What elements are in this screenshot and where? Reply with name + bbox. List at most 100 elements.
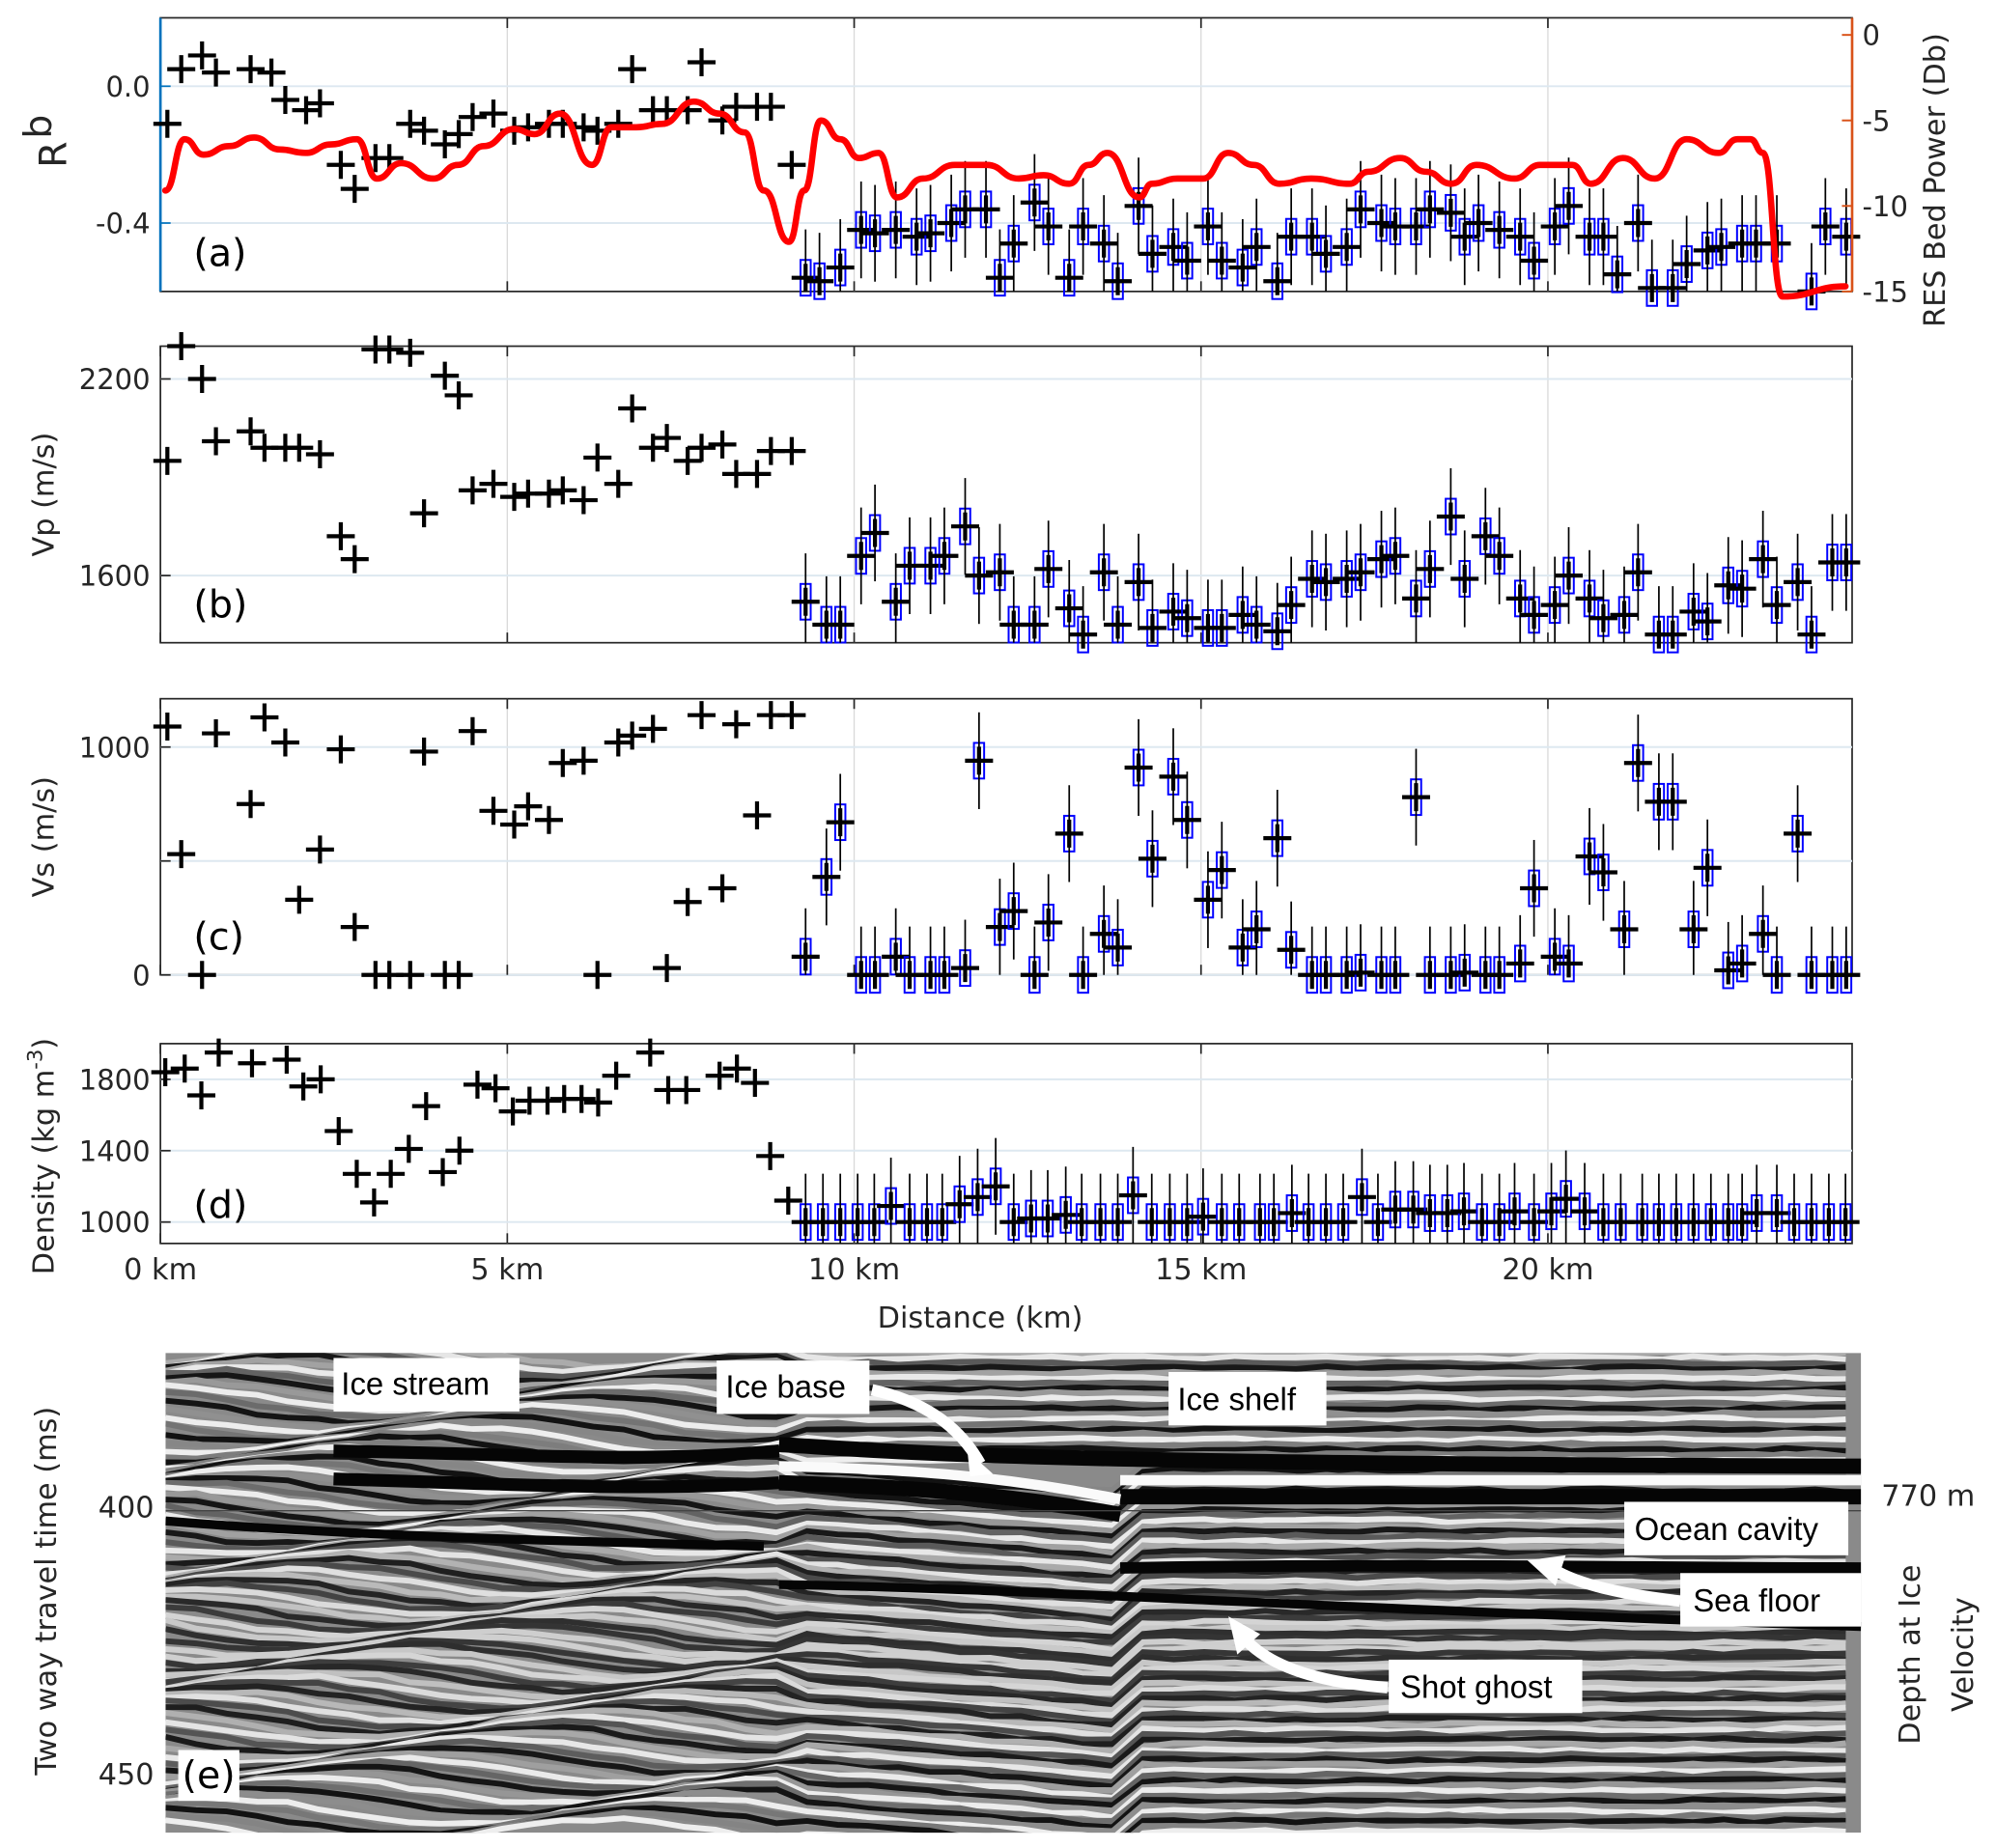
median-cross bbox=[270, 728, 299, 757]
median-cross bbox=[1381, 542, 1410, 571]
median-cross bbox=[1034, 908, 1063, 937]
median-cross bbox=[1450, 565, 1479, 594]
median-cross bbox=[187, 41, 216, 70]
seismic-trace-band bbox=[165, 1805, 1846, 1834]
y-tick-label: 2200 bbox=[79, 363, 151, 396]
panel-label-d: (d) bbox=[193, 1184, 247, 1228]
y-tick-label: 1000 bbox=[79, 731, 151, 764]
median-cross bbox=[1242, 233, 1271, 262]
median-cross bbox=[653, 954, 682, 983]
seismic-trace-band bbox=[165, 1737, 1846, 1785]
median-cross bbox=[916, 219, 945, 248]
seismic-trace-band bbox=[165, 1757, 1846, 1804]
median-cross bbox=[1728, 949, 1757, 978]
median-cross bbox=[1505, 222, 1534, 251]
label-box bbox=[717, 1360, 870, 1414]
median-cross bbox=[1555, 561, 1584, 590]
median-cross bbox=[638, 714, 667, 743]
seismic-reflector bbox=[1119, 1559, 1862, 1574]
median-cross bbox=[1610, 601, 1639, 630]
annotation-ocean-cavity: Ocean cavity bbox=[1635, 1511, 1819, 1547]
y-tick-label: -0.4 bbox=[96, 208, 151, 240]
median-cross bbox=[1540, 212, 1569, 241]
median-cross bbox=[170, 1054, 199, 1083]
y-tick-label: 1400 bbox=[79, 1134, 151, 1167]
seismic-trace-band bbox=[165, 1407, 1846, 1442]
median-cross bbox=[930, 542, 959, 571]
median-cross bbox=[1104, 1208, 1133, 1237]
median-cross bbox=[1436, 198, 1465, 227]
seismic-reflector bbox=[333, 1472, 780, 1494]
y-axis-label-end: ) bbox=[27, 1038, 61, 1050]
median-cross bbox=[687, 701, 716, 730]
median-cross bbox=[396, 338, 425, 367]
median-cross bbox=[945, 1190, 974, 1218]
median-cross bbox=[514, 792, 543, 821]
median-cross bbox=[1762, 1198, 1791, 1227]
median-cross bbox=[237, 55, 266, 84]
median-cross bbox=[1728, 574, 1757, 603]
annotation-shot-ghost: Shot ghost bbox=[1400, 1668, 1552, 1704]
median-cross bbox=[1658, 787, 1687, 816]
seismic-trace-band bbox=[165, 1422, 1846, 1456]
y-axis-label-text: Density (kg m bbox=[27, 1070, 61, 1275]
median-cross bbox=[1450, 958, 1479, 987]
seismic-ytick-400: 400 bbox=[98, 1491, 155, 1525]
median-cross bbox=[722, 1054, 751, 1083]
median-cross bbox=[479, 797, 508, 826]
seismic-reflector bbox=[333, 1444, 780, 1464]
seismic-reflector bbox=[165, 1516, 765, 1552]
annotation-ice-base: Ice base bbox=[725, 1368, 846, 1404]
y-tick-label: 0.0 bbox=[105, 70, 150, 103]
label-box bbox=[1389, 1659, 1583, 1714]
seismic-trace-band bbox=[165, 1703, 1846, 1748]
depth-label-770m: 770 m bbox=[1881, 1479, 1975, 1513]
panel-label-a: (a) bbox=[193, 232, 246, 276]
median-cross bbox=[481, 1074, 510, 1103]
median-cross bbox=[444, 120, 473, 149]
seismic-trace-band bbox=[165, 1580, 1846, 1628]
median-cross bbox=[812, 862, 841, 891]
median-cross bbox=[1575, 584, 1604, 613]
median-cross bbox=[708, 874, 737, 903]
median-cross bbox=[1277, 591, 1306, 620]
label-box bbox=[178, 1750, 239, 1802]
median-cross bbox=[1485, 961, 1514, 990]
median-cross bbox=[859, 1208, 888, 1237]
seismic-trace-band bbox=[165, 1353, 1846, 1370]
median-cross bbox=[375, 335, 404, 364]
median-cross bbox=[1020, 188, 1049, 217]
median-cross bbox=[359, 1188, 388, 1217]
median-cross bbox=[340, 912, 369, 941]
median-cross bbox=[340, 545, 369, 574]
panel-label-b: (b) bbox=[193, 582, 247, 627]
median-cross bbox=[860, 219, 889, 248]
seismic-trace-band bbox=[165, 1788, 1846, 1834]
median-cross bbox=[777, 436, 806, 465]
median-cross bbox=[1449, 1197, 1478, 1226]
median-cross bbox=[257, 58, 286, 87]
median-cross bbox=[1194, 885, 1223, 914]
median-cross bbox=[963, 1183, 992, 1212]
median-cross bbox=[1505, 949, 1534, 978]
median-cross bbox=[791, 587, 820, 616]
median-cross bbox=[1500, 1197, 1529, 1226]
median-cross bbox=[877, 1191, 906, 1220]
seismic-trace-band bbox=[165, 1763, 1846, 1808]
median-cross bbox=[250, 703, 279, 732]
median-cross bbox=[930, 961, 959, 990]
median-cross bbox=[1749, 919, 1778, 948]
y-tick-label: 1800 bbox=[79, 1063, 151, 1096]
median-cross bbox=[985, 264, 1014, 293]
median-cross bbox=[500, 810, 529, 839]
right-y-tick-label: -10 bbox=[1863, 190, 1908, 223]
median-cross bbox=[285, 885, 314, 914]
median-cross bbox=[431, 361, 460, 390]
median-cross bbox=[1242, 915, 1271, 944]
median-cross bbox=[1124, 753, 1153, 782]
median-cross bbox=[151, 1057, 180, 1086]
y-tick-label: 1000 bbox=[79, 1206, 151, 1239]
median-cross bbox=[743, 801, 772, 830]
median-cross bbox=[1588, 222, 1617, 251]
median-cross bbox=[1762, 591, 1791, 620]
